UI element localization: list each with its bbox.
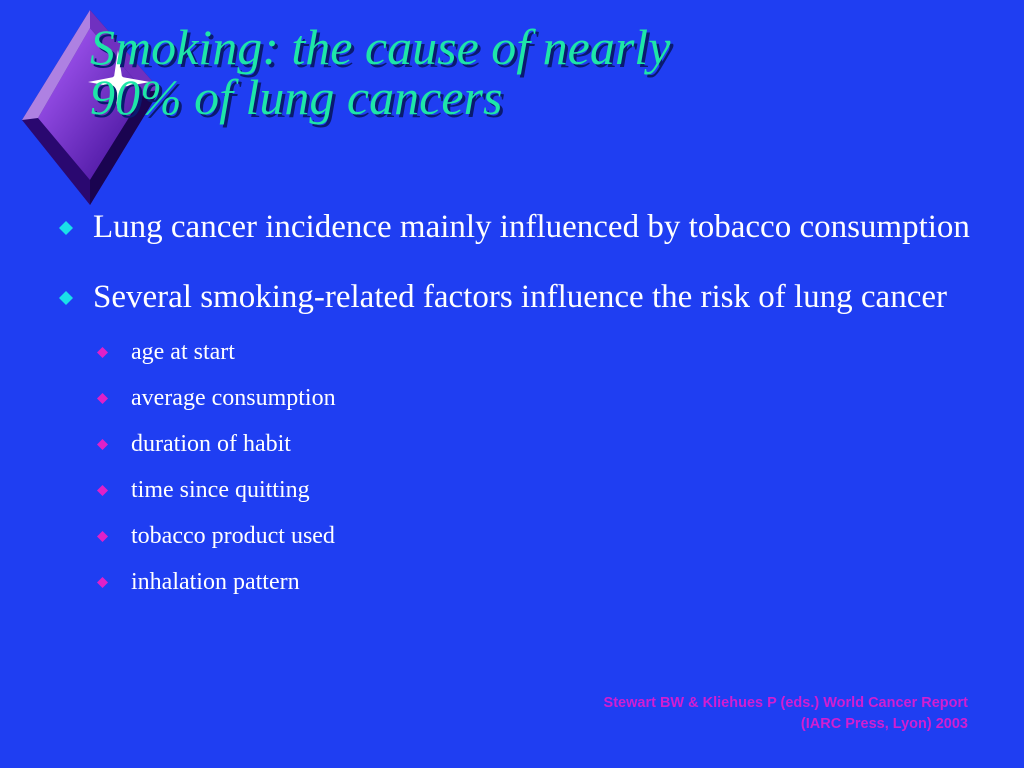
title-line: 90% of lung cancers — [90, 69, 503, 125]
bullet-marker — [97, 347, 108, 358]
sub-bullet: tobacco product used — [97, 522, 1024, 550]
sub-bullet: inhalation pattern — [97, 568, 1024, 596]
citation-line: (IARC Press, Lyon) 2003 — [800, 716, 968, 732]
bullet-marker — [97, 485, 108, 496]
citation-line: Stewart BW & Kliehues P (eds.) World Can… — [603, 695, 968, 711]
sub-bullet: duration of habit — [97, 430, 1024, 458]
bullet-text: Several smoking-related factors influenc… — [93, 279, 947, 315]
bullet: Several smoking-related factors influenc… — [59, 274, 973, 320]
sub-list: age at start average consumption duration … — [0, 338, 1024, 596]
sub-bullet-text: average consumption — [131, 385, 336, 411]
bullet-marker — [97, 439, 108, 450]
bullet: Lung cancer incidence mainly influenced … — [59, 204, 973, 250]
sub-bullet-text: tobacco product used — [131, 523, 335, 549]
sub-bullet-text: inhalation pattern — [131, 569, 300, 595]
bullet-text: Lung cancer incidence mainly influenced … — [93, 209, 970, 245]
bullet-marker — [97, 393, 108, 404]
bullet-marker — [59, 221, 73, 235]
citation: Stewart BW & Kliehues P (eds.) World Can… — [604, 693, 968, 735]
sub-bullet: time since quitting — [97, 476, 1024, 504]
bullet-list: Lung cancer incidence mainly influenced … — [0, 204, 1024, 614]
slide-title: Smoking: the cause of nearly 90% of lung … — [90, 22, 670, 122]
sub-bullet: average consumption — [97, 384, 1024, 412]
bullet-marker — [59, 291, 73, 305]
diamond-decoration — [22, 10, 160, 205]
bullet-marker — [97, 531, 108, 542]
sub-bullet-text: duration of habit — [131, 431, 291, 457]
title-line: Smoking: the cause of nearly — [90, 19, 671, 75]
sub-bullet-text: time since quitting — [131, 477, 310, 503]
bullet-marker — [97, 577, 108, 588]
sub-bullet-text: age at start — [131, 339, 235, 365]
sub-bullet: age at start — [97, 338, 1024, 366]
